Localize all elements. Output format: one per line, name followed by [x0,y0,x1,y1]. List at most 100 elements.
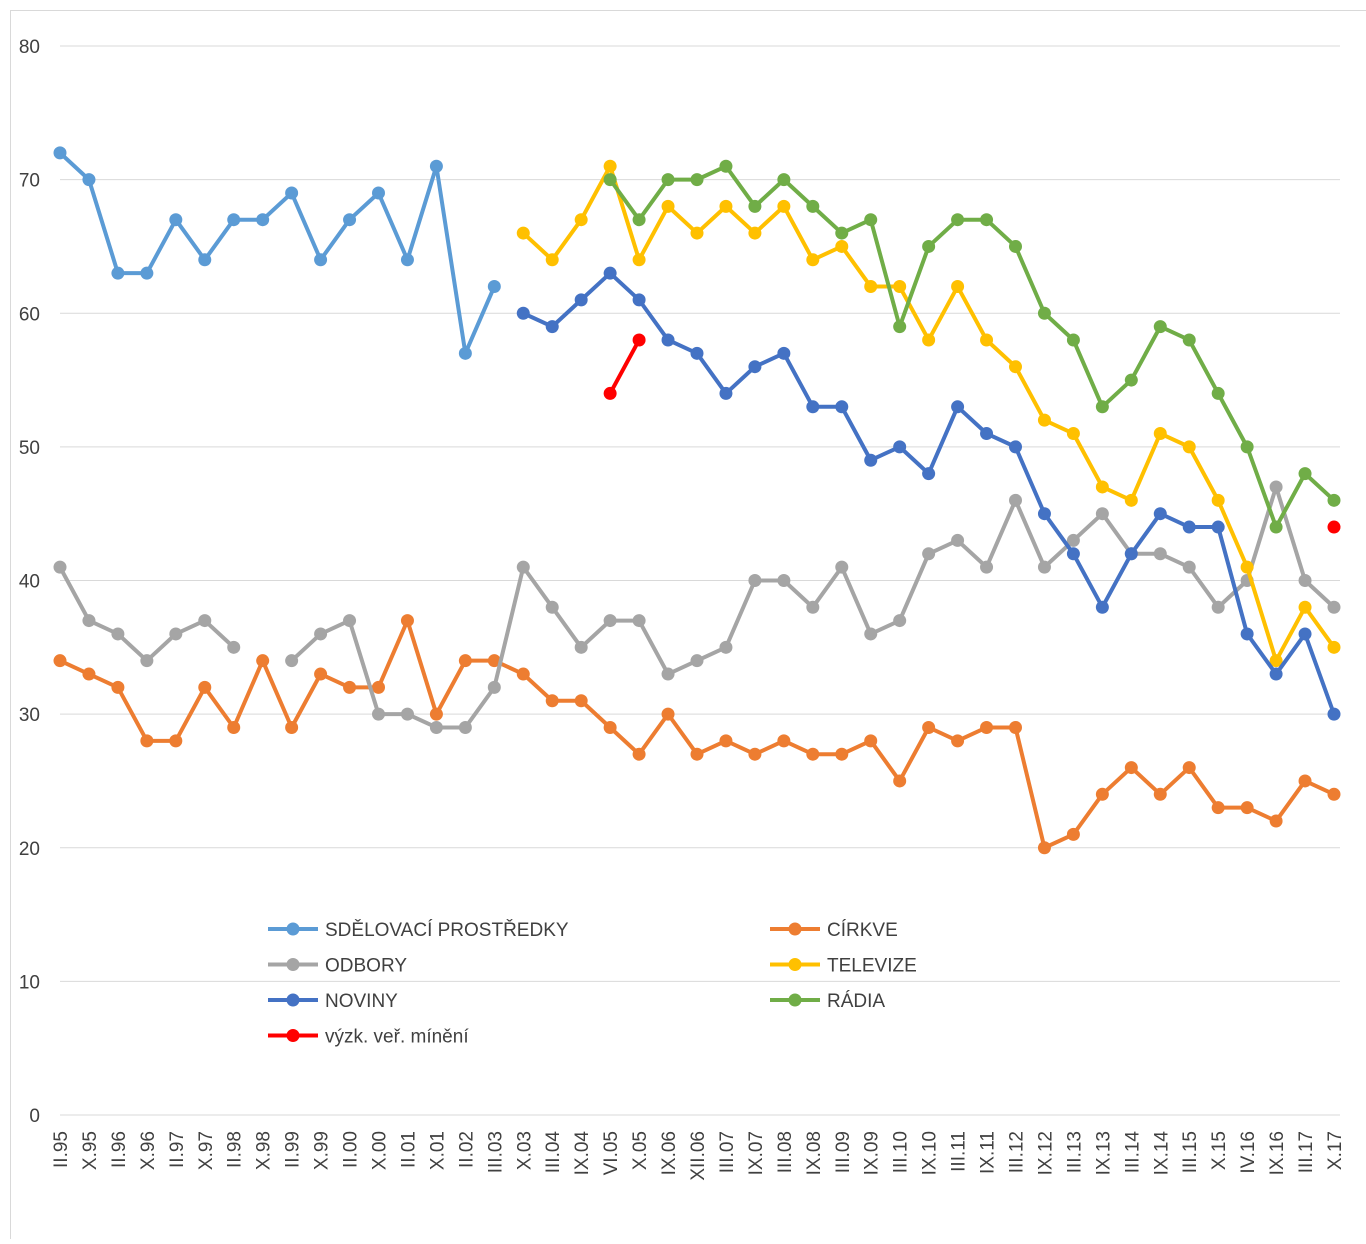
point [1212,521,1225,534]
x-tick-label: X.99 [312,1131,333,1170]
point [777,200,790,213]
point [227,213,240,226]
point [604,387,617,400]
point [111,627,124,640]
point [806,601,819,614]
point [835,227,848,240]
point [314,668,327,681]
x-tick-label: X.98 [254,1131,275,1170]
x-tick-label: X.03 [514,1131,535,1170]
point [111,267,124,280]
point [285,721,298,734]
point [1096,507,1109,520]
point [459,721,472,734]
point [1241,440,1254,453]
point [1183,561,1196,574]
point [372,186,385,199]
y-tick-label: 70 [19,171,40,192]
point [922,721,935,734]
point [951,534,964,547]
point [604,614,617,627]
legend-marker [287,1029,300,1042]
x-tick-label: X.05 [630,1131,651,1170]
point [227,641,240,654]
point [401,708,414,721]
point [806,200,819,213]
point [893,614,906,627]
legend-marker [287,958,300,971]
point [111,681,124,694]
point [1241,561,1254,574]
point [719,387,732,400]
point [1328,708,1341,721]
point [662,173,675,186]
x-tick-label: X.00 [370,1131,391,1170]
point [777,173,790,186]
point [864,734,877,747]
point [1328,788,1341,801]
x-tick-label: IX.12 [1035,1131,1056,1175]
point [1328,494,1341,507]
series-line [60,153,494,353]
point [1183,333,1196,346]
point [1328,601,1341,614]
point [430,708,443,721]
x-tick-label: X.17 [1325,1131,1346,1170]
point [517,668,530,681]
point [1067,333,1080,346]
legend-marker [287,923,300,936]
point [140,654,153,667]
point [1038,307,1051,320]
point [893,320,906,333]
point [835,748,848,761]
x-tick-label: VI.05 [601,1131,622,1175]
x-tick-label: II.95 [51,1131,72,1168]
point [488,681,501,694]
point [1212,801,1225,814]
point [864,627,877,640]
point [604,173,617,186]
legend-label: ODBORY [325,956,407,977]
point [748,200,761,213]
y-tick-label: 30 [19,705,40,726]
point [691,227,704,240]
x-tick-label: II.02 [456,1131,477,1168]
x-tick-label: IX.08 [804,1131,825,1175]
x-tick-label: II.99 [283,1131,304,1168]
point [633,748,646,761]
point [401,614,414,627]
point [1212,387,1225,400]
point [980,721,993,734]
x-tick-label: III.17 [1296,1131,1317,1173]
point [691,748,704,761]
point [1038,561,1051,574]
point [169,734,182,747]
point [285,654,298,667]
point [748,227,761,240]
point [604,721,617,734]
x-tick-label: X.95 [80,1131,101,1170]
legend-marker [789,923,802,936]
point [951,400,964,413]
point [691,654,704,667]
legend-label: CÍRKVE [827,920,898,941]
x-tick-label: IV.16 [1238,1131,1259,1174]
x-tick-label: XII.06 [688,1131,709,1181]
x-tick-label: IX.11 [978,1131,999,1174]
point [1241,801,1254,814]
x-tick-label: IX.04 [572,1131,593,1176]
point [1154,788,1167,801]
point [1009,721,1022,734]
point [198,253,211,266]
point [343,614,356,627]
y-tick-label: 60 [19,304,40,325]
point [54,561,67,574]
x-tick-label: IX.06 [659,1131,680,1175]
legend-marker [287,994,300,1007]
series-line [610,166,1334,527]
point [633,253,646,266]
point [662,200,675,213]
point [1096,400,1109,413]
point [864,213,877,226]
point [54,146,67,159]
